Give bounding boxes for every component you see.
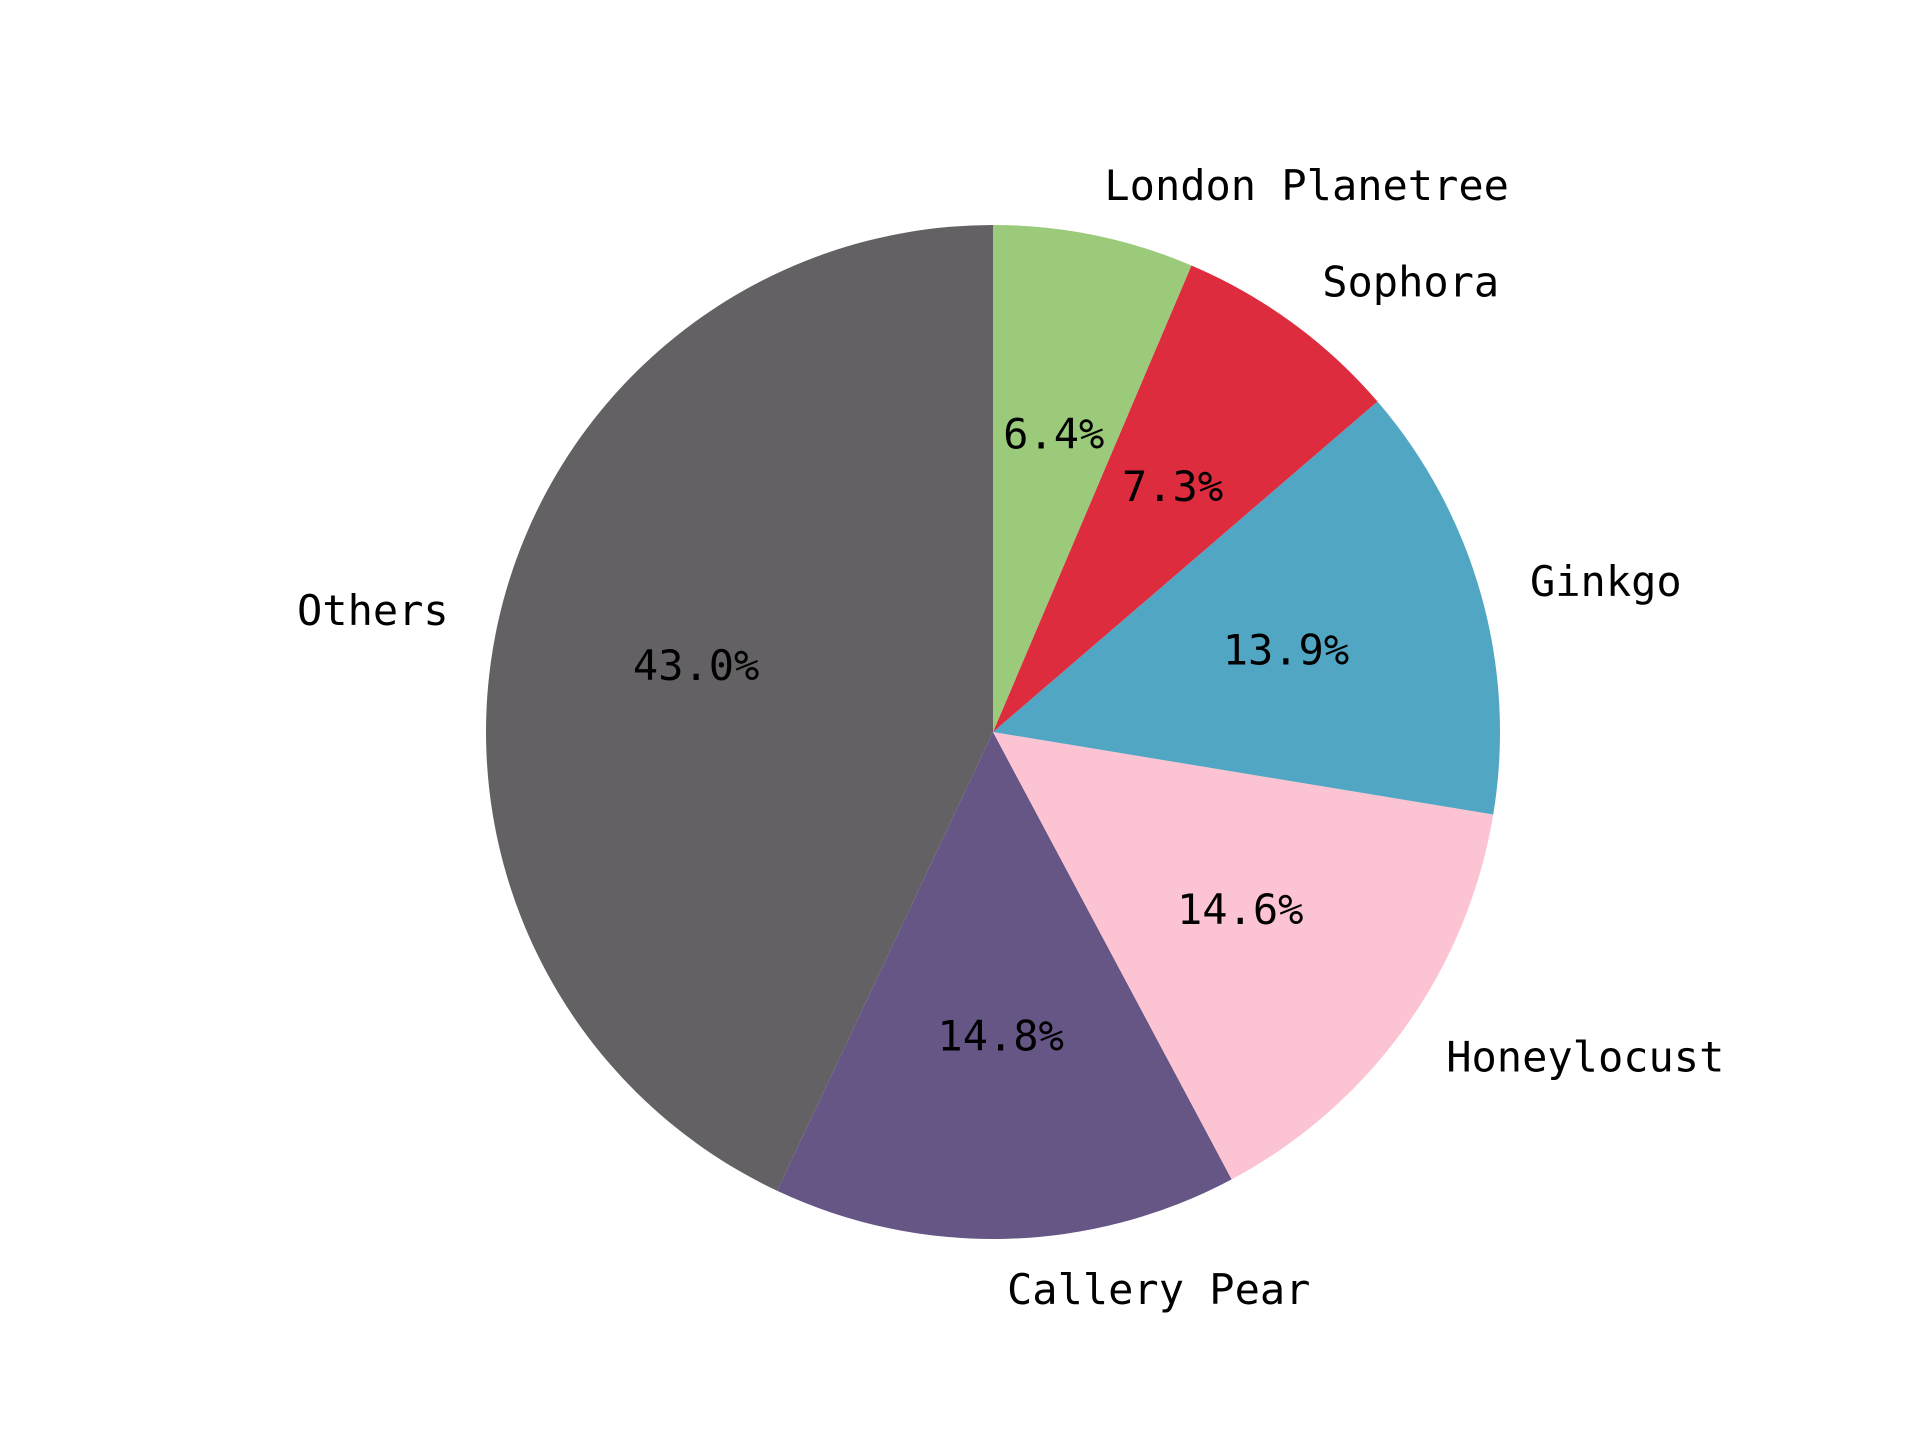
pie-slice-honeylocust: [993, 732, 1494, 1180]
pie-slice-callery-pear: [777, 732, 1232, 1239]
labels-layer: Others 43.0% Callery Pear 14.8% Honeylocust 1…: [297, 161, 1724, 1314]
slice-pct-callery-pear: 14.8%: [937, 1012, 1063, 1061]
pie-slice-sophora: [993, 265, 1378, 732]
slice-pct-ginkgo: 13.9%: [1223, 625, 1349, 674]
slice-label-callery-pear: Callery Pear: [1007, 1265, 1310, 1314]
slice-label-sophora: Sophora: [1322, 257, 1499, 306]
slice-label-london-planetree: London Planetree: [1104, 161, 1509, 210]
slice-label-ginkgo: Ginkgo: [1530, 557, 1682, 606]
slice-pct-honeylocust: 14.6%: [1177, 885, 1303, 934]
slices-layer: [485, 225, 1500, 1239]
slice-pct-others: 43.0%: [633, 641, 759, 690]
slice-pct-sophora: 7.3%: [1122, 462, 1223, 511]
pie-slice-others: [485, 225, 993, 1191]
pie-slice-london-planetree: [993, 225, 1192, 732]
pie-slice-ginkgo: [993, 401, 1500, 815]
slice-pct-london-planetree: 6.4%: [1003, 409, 1104, 458]
slice-label-honeylocust: Honeylocust: [1446, 1032, 1724, 1081]
slice-label-others: Others: [297, 586, 449, 635]
